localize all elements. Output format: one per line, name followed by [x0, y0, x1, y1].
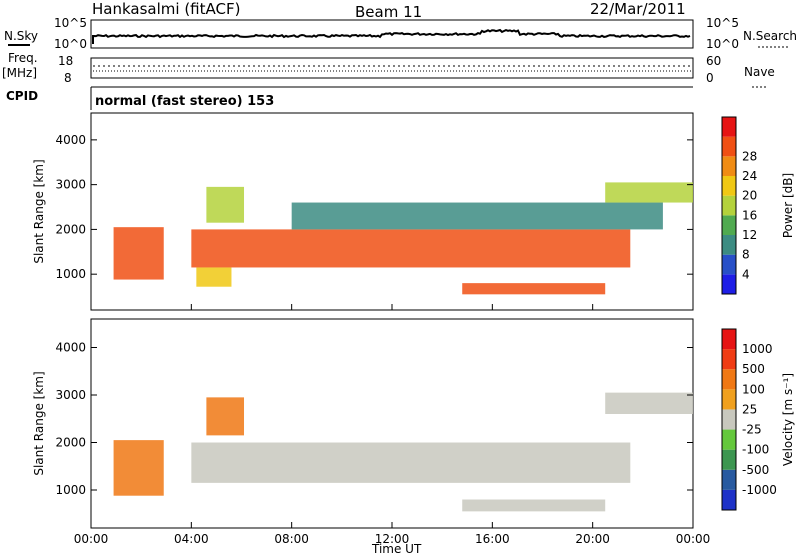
noise-panel-frame [90, 19, 694, 49]
echo-region [291, 202, 663, 230]
colorbar-swatch [722, 349, 736, 370]
nave-tick-high: 60 [706, 54, 721, 68]
echo-region [191, 442, 631, 483]
beam-title: Beam 11 [355, 3, 422, 21]
x-tick-label: 00:00 [676, 532, 711, 546]
colorbar-tick-label: 12 [742, 228, 757, 242]
noise-tick-high: 10^5 [54, 16, 87, 30]
echo-region [206, 186, 245, 223]
colorbar-swatch [722, 235, 736, 255]
echo-region [206, 397, 245, 436]
y-axis-label: Slant Range [km] [32, 371, 46, 475]
colorbar-tick-label: -100 [742, 443, 769, 457]
colorbar-tick-label: -25 [742, 423, 762, 437]
colorbar-tick-label: -1000 [742, 483, 777, 497]
x-tick-label: 08:00 [274, 532, 309, 546]
y-axis-label: Slant Range [km] [32, 159, 46, 263]
echo-region [191, 229, 631, 268]
echo-region [605, 182, 693, 203]
noise-panel: N.Sky 10^5 10^0 10^5 10^0 N.Search [4, 16, 797, 51]
y-tick-label: 4000 [55, 341, 86, 355]
freq-tick-high: 18 [58, 54, 73, 68]
freq-label-1: Freq. [8, 51, 38, 65]
freq-tick-low: 8 [64, 71, 72, 85]
echo-region [196, 267, 232, 287]
freq-label-2: [MHz] [2, 66, 37, 80]
colorbar-swatch [722, 429, 736, 450]
freq-panel: Freq. [MHz] 18 8 60 0 Nave [2, 51, 775, 88]
x-axis-title: Time UT [371, 542, 422, 554]
x-axis: 00:00 04:00 08:00 12:00 16:00 20:00 00:00 [74, 304, 711, 546]
nave-label: Nave [744, 65, 775, 79]
noise-tick-low: 10^0 [54, 37, 87, 51]
x-tick-label: 04:00 [174, 532, 209, 546]
y-tick-label: 3000 [55, 388, 86, 402]
colorbar-swatch [722, 117, 736, 137]
x-tick-label: 12:00 [375, 532, 410, 546]
y-tick-label: 1000 [55, 267, 86, 281]
nsky-label: N.Sky [4, 29, 38, 43]
colorbar-swatch [722, 469, 736, 490]
colorbar-swatch [722, 136, 736, 157]
cpid-panel: CPID normal (fast stereo) 153 [6, 86, 693, 110]
nsearch-label: N.Search [743, 29, 797, 43]
colorbar-tick-label: 16 [742, 208, 757, 222]
nave-tick-low: 0 [706, 71, 714, 85]
colorbar-tick-label: 20 [742, 189, 757, 203]
colorbar-tick-label: 100 [742, 382, 765, 396]
colorbar-swatch [722, 449, 736, 470]
colorbar-swatch [722, 489, 736, 510]
colorbar-tick-label: 25 [742, 402, 757, 416]
heatmap-panels: 1000 2000 3000 4000 Slant Range [km] 4 8 12 16 20… [32, 112, 795, 529]
colorbar-swatch [722, 274, 736, 294]
y-tick-label: 2000 [55, 222, 86, 236]
y-tick-label: 3000 [55, 178, 86, 192]
y-tick-label: 4000 [55, 133, 86, 147]
echo-region [113, 440, 164, 496]
y-tick-label: 2000 [55, 436, 86, 450]
colorbar-label: Power [dB] [781, 173, 795, 238]
y-tick-label: 1000 [55, 483, 86, 497]
panel-2: 1000 2000 3000 4000 Slant Range [km] 1000 500 1… [32, 318, 795, 529]
noise-tick-low-right: 10^0 [706, 37, 739, 51]
echo-region [113, 227, 164, 280]
colorbar-frame [721, 116, 737, 295]
colorbar-frame [721, 328, 737, 511]
colorbar-swatch [722, 329, 736, 350]
panel-1: 1000 2000 3000 4000 Slant Range [km] 4 8 12 16 20… [32, 112, 795, 311]
noise-line [92, 28, 691, 44]
colorbar-swatch [722, 389, 736, 410]
freq-panel-frame [90, 57, 694, 79]
colorbar-tick-label: -500 [742, 463, 769, 477]
x-tick-label: 16:00 [475, 532, 510, 546]
colorbar-tick-label: 24 [742, 169, 757, 183]
colorbar-swatch [722, 369, 736, 390]
colorbar-tick-label: 28 [742, 149, 757, 163]
colorbar-tick-label: 1000 [742, 342, 773, 356]
station-title: Hankasalmi (fitACF) [92, 0, 240, 18]
colorbar-tick-label: 4 [742, 267, 750, 281]
noise-tick-high-right: 10^5 [706, 16, 739, 30]
echo-region [462, 499, 606, 512]
colorbar-swatch [722, 409, 736, 430]
colorbar-label: Velocity [m s⁻¹] [781, 373, 795, 466]
cpid-label: CPID [6, 89, 38, 103]
colorbar-swatch [722, 156, 736, 176]
colorbar-swatch [722, 195, 736, 216]
x-tick-label: 00:00 [74, 532, 109, 546]
colorbar-tick-label: 8 [742, 248, 750, 262]
panel-frame [90, 318, 694, 529]
colorbar-swatch [722, 215, 736, 235]
colorbar-swatch [722, 254, 736, 275]
date-title: 22/Mar/2011 [590, 0, 686, 18]
colorbar-swatch [722, 176, 736, 196]
colorbar-tick-label: 500 [742, 362, 765, 376]
cpid-text: normal (fast stereo) 153 [95, 94, 274, 109]
echo-region [605, 392, 693, 414]
x-tick-label: 20:00 [575, 532, 610, 546]
echo-region [462, 283, 606, 295]
